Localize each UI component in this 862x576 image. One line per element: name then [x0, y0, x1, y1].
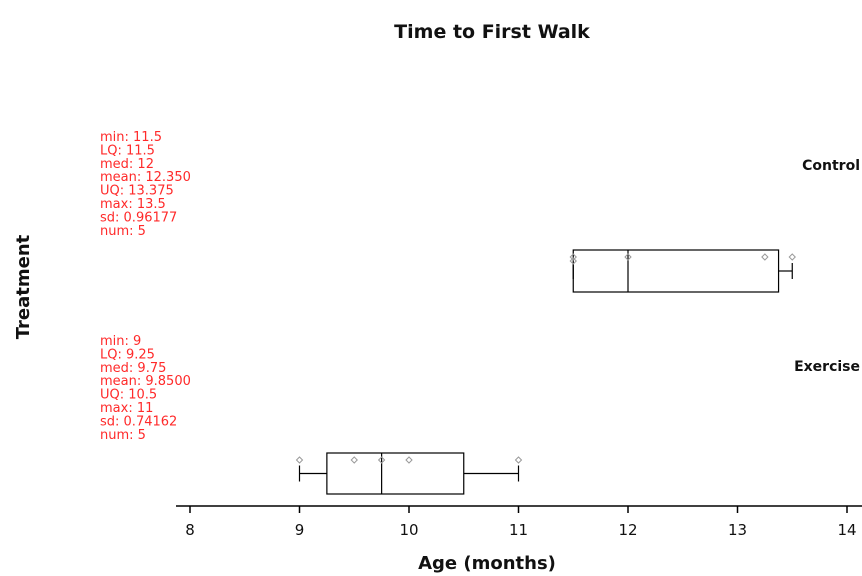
- x-tick-label: 11: [509, 521, 528, 539]
- x-axis-title: Age (months): [418, 553, 556, 574]
- stat-line: max: 11: [100, 401, 153, 416]
- box-iqr: [326, 452, 465, 495]
- stat-line: num: 5: [100, 428, 146, 443]
- chart-title: Time to First Walk: [394, 21, 590, 43]
- x-tick-label: 10: [399, 521, 418, 539]
- data-point: [295, 456, 304, 464]
- y-axis-title: Treatment: [13, 234, 34, 339]
- stat-line: med: 9.75: [100, 361, 166, 376]
- stat-line: LQ: 11.5: [100, 143, 155, 158]
- data-point: [569, 253, 577, 261]
- stat-line: mean: 12.350: [100, 170, 191, 185]
- stat-line: max: 13.5: [100, 197, 166, 212]
- stat-line: med: 12: [100, 157, 154, 172]
- x-tick-label: 13: [728, 521, 747, 539]
- data-point: [761, 253, 769, 261]
- x-tick-label: 12: [618, 521, 637, 539]
- data-point: [514, 456, 523, 464]
- x-tick-label: 9: [295, 521, 305, 539]
- stat-line: min: 11.5: [100, 130, 162, 145]
- x-tick-label: 14: [837, 521, 856, 539]
- group-label: Exercise: [794, 359, 860, 375]
- data-point: [350, 456, 358, 464]
- data-point: [405, 456, 413, 464]
- stat-line: num: 5: [100, 224, 146, 239]
- stat-line: UQ: 10.5: [100, 388, 157, 403]
- data-point: [377, 456, 386, 464]
- data-point: [624, 253, 632, 261]
- stat-line: sd: 0.96177: [100, 210, 177, 225]
- data-point: [569, 257, 577, 265]
- box-iqr: [572, 249, 780, 293]
- stat-line: sd: 0.74162: [100, 414, 177, 429]
- stat-line: UQ: 13.375: [100, 184, 174, 199]
- stat-line: mean: 9.8500: [100, 374, 191, 389]
- stat-line: LQ: 9.25: [100, 347, 155, 362]
- stat-line: min: 9: [100, 334, 141, 349]
- x-tick-label: 8: [185, 521, 195, 539]
- group-label: Control: [802, 158, 860, 174]
- data-point: [788, 253, 796, 261]
- x-axis-ticks: 8 9 10 11 12 13 14: [185, 506, 857, 539]
